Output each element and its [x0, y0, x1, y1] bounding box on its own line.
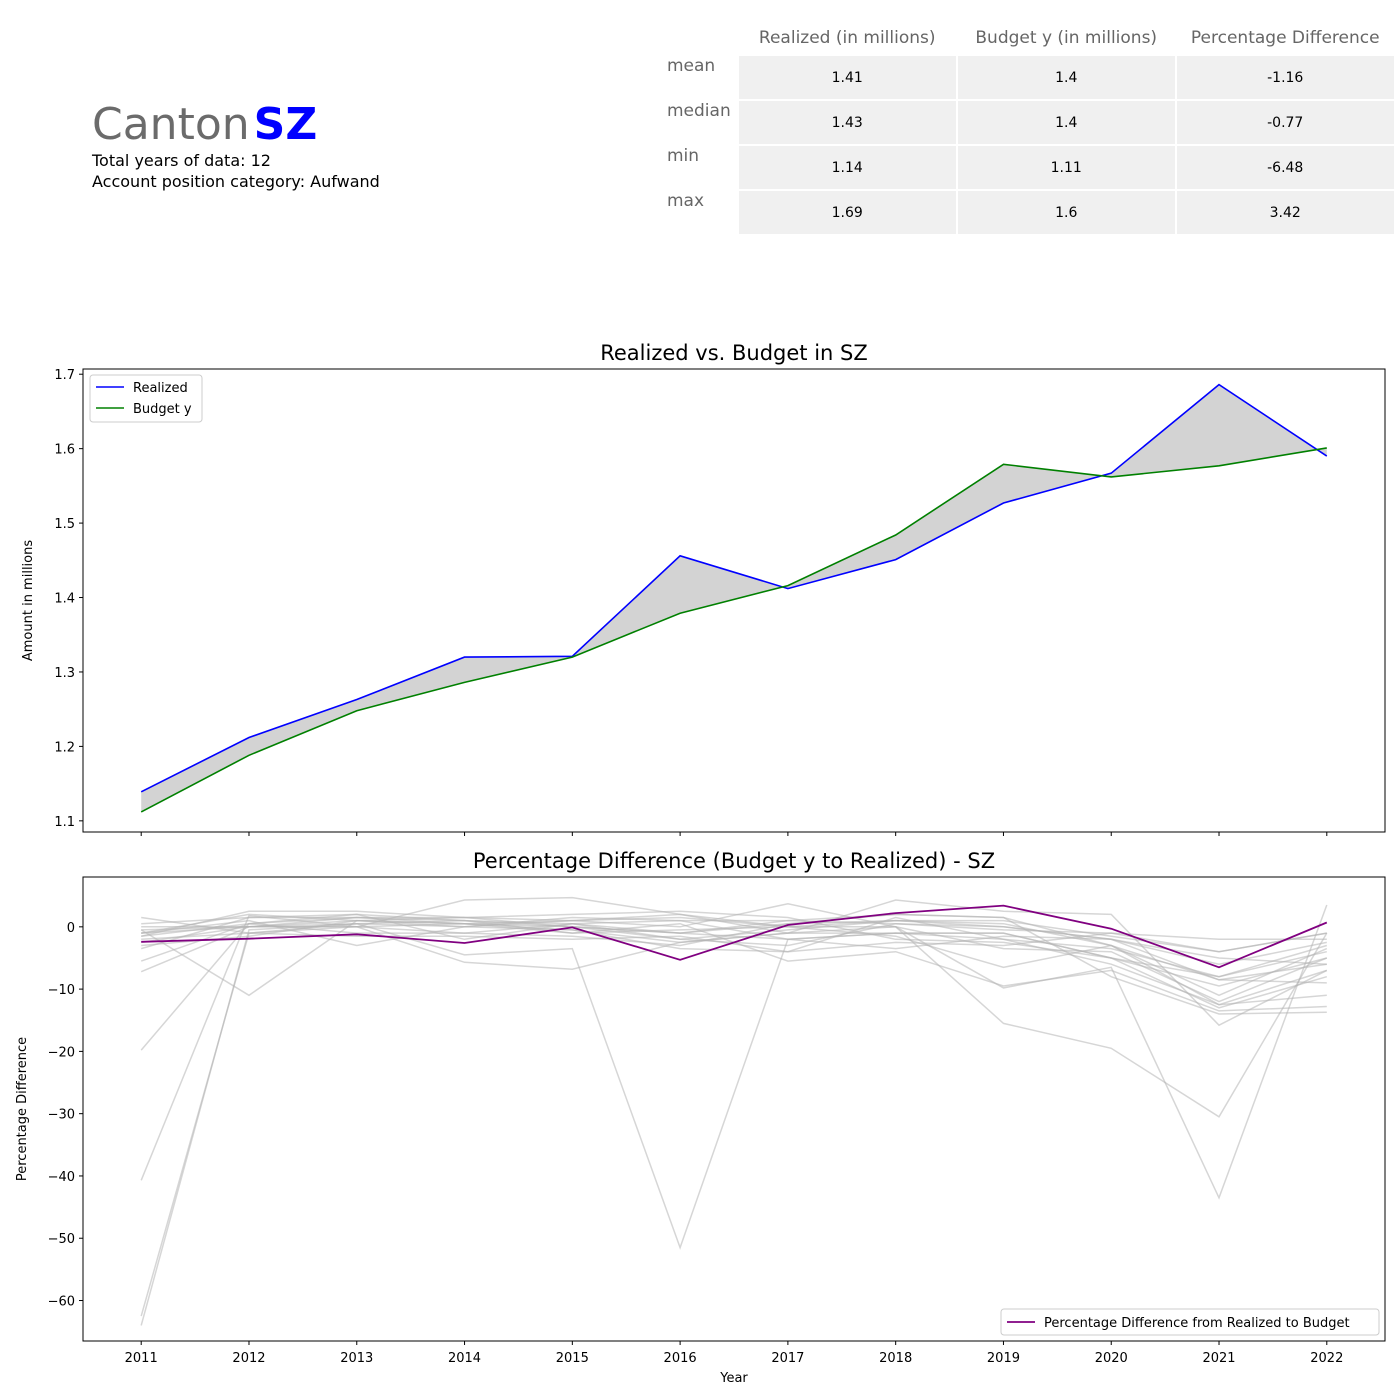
y-axis-label: Percentage Difference	[15, 1037, 30, 1181]
plot-frame	[82, 368, 1386, 833]
category-text: Account position category: Aufwand	[92, 172, 380, 191]
total-years-text: Total years of data: 12	[92, 151, 271, 170]
y-tick-label: −60	[48, 1295, 75, 1310]
plot-frame	[82, 876, 1386, 1342]
y-tick-label: 1.7	[54, 368, 75, 383]
realized-line	[140, 383, 1328, 793]
table-cell: 1.11	[957, 146, 1175, 189]
legend-label: Realized	[133, 381, 188, 396]
y-tick-label: 1.2	[54, 740, 75, 755]
legend-label: Budget y	[133, 402, 192, 417]
background-series-line	[140, 919, 1327, 997]
y-tick-label: 1.4	[54, 592, 75, 607]
row-label: mean	[667, 56, 716, 76]
background-series-line	[141, 913, 1327, 1015]
row-label: max	[667, 191, 705, 211]
y-tick-label: −50	[48, 1232, 75, 1247]
y-tick-label: −10	[48, 983, 75, 998]
x-tick-label: 2018	[879, 1351, 912, 1366]
background-series-line	[141, 913, 1327, 953]
x-tick-label: 2014	[448, 1351, 481, 1366]
y-tick-label: 0	[67, 921, 75, 936]
summary-stats-table: Realized (in millions) Budget y (in mill…	[660, 20, 1396, 236]
chart-title: Percentage Difference (Budget y to Reali…	[473, 849, 995, 873]
x-tick-label: 2021	[1202, 1351, 1235, 1366]
stats-row-mean: mean 1.41 1.4 -1.16	[662, 56, 1394, 99]
table-cell: -1.16	[1176, 56, 1394, 99]
stats-header-row: Realized (in millions) Budget y (in mill…	[662, 22, 1394, 54]
y-tick-label: −20	[48, 1045, 75, 1060]
row-label: median	[667, 101, 731, 121]
table-cell: -6.48	[1176, 146, 1394, 189]
stats-row-max: max 1.69 1.6 3.42	[662, 191, 1394, 234]
y-axis-label: Amount in millions	[21, 540, 36, 662]
column-header-budget: Budget y (in millions)	[975, 28, 1158, 48]
y-tick-label: −40	[48, 1170, 75, 1185]
canton-word: Canton	[92, 99, 250, 150]
column-header-realized: Realized (in millions)	[758, 28, 936, 48]
percentage-difference-chart	[79, 876, 1386, 1345]
canton-title: CantonSZ	[92, 100, 380, 150]
fill-between-area	[141, 384, 1327, 812]
table-cell: 1.6	[957, 191, 1175, 234]
x-tick-label: 2016	[664, 1351, 697, 1366]
background-series-line	[141, 919, 1327, 987]
y-tick-label: −30	[48, 1108, 75, 1123]
background-series-line	[141, 896, 1328, 1027]
x-tick-label: 2020	[1095, 1351, 1128, 1366]
y-tick-label: 1.6	[54, 443, 75, 458]
y-tick-label: 1.3	[54, 666, 75, 681]
table-cell: 1.4	[957, 101, 1175, 144]
table-cell: 1.14	[738, 146, 956, 189]
background-series-line	[141, 922, 1327, 1250]
canton-header: CantonSZ Total years of data: 12 Account…	[92, 100, 380, 192]
x-tick-label: 2013	[340, 1351, 373, 1366]
background-series-line	[141, 904, 1328, 1200]
x-tick-label: 2012	[232, 1351, 265, 1366]
x-tick-label: 2017	[771, 1351, 804, 1366]
canton-code: SZ	[253, 99, 318, 150]
budget-line	[140, 447, 1327, 813]
stats-row-min: min 1.14 1.11 -6.48	[662, 146, 1394, 189]
table-cell: 1.41	[738, 56, 956, 99]
legend-label: Percentage Difference from Realized to B…	[1044, 1316, 1350, 1331]
x-tick-label: 2022	[1310, 1351, 1343, 1366]
row-label: min	[667, 146, 700, 166]
background-series-line	[140, 916, 1328, 1317]
chart-title: Realized vs. Budget in SZ	[600, 341, 868, 365]
x-tick-label: 2019	[987, 1351, 1020, 1366]
legend-box	[1000, 1308, 1380, 1336]
table-cell: 1.43	[738, 101, 956, 144]
y-tick-label: 1.1	[54, 815, 75, 830]
pct-diff-line	[141, 904, 1328, 969]
column-header-pct-diff: Percentage Difference	[1190, 28, 1380, 48]
table-cell: -0.77	[1176, 101, 1394, 144]
table-cell: 1.4	[957, 56, 1175, 99]
x-tick-label: 2015	[556, 1351, 589, 1366]
realized-vs-budget-chart	[79, 368, 1386, 836]
background-series-line	[140, 910, 1327, 978]
table-cell: 1.69	[738, 191, 956, 234]
stats-row-median: median 1.43 1.4 -0.77	[662, 101, 1394, 144]
x-tick-label: 2011	[125, 1351, 158, 1366]
x-axis-label: Year	[719, 1371, 748, 1386]
y-tick-label: 1.5	[54, 517, 75, 532]
table-cell: 3.42	[1176, 191, 1394, 234]
background-series-line	[141, 916, 1327, 984]
